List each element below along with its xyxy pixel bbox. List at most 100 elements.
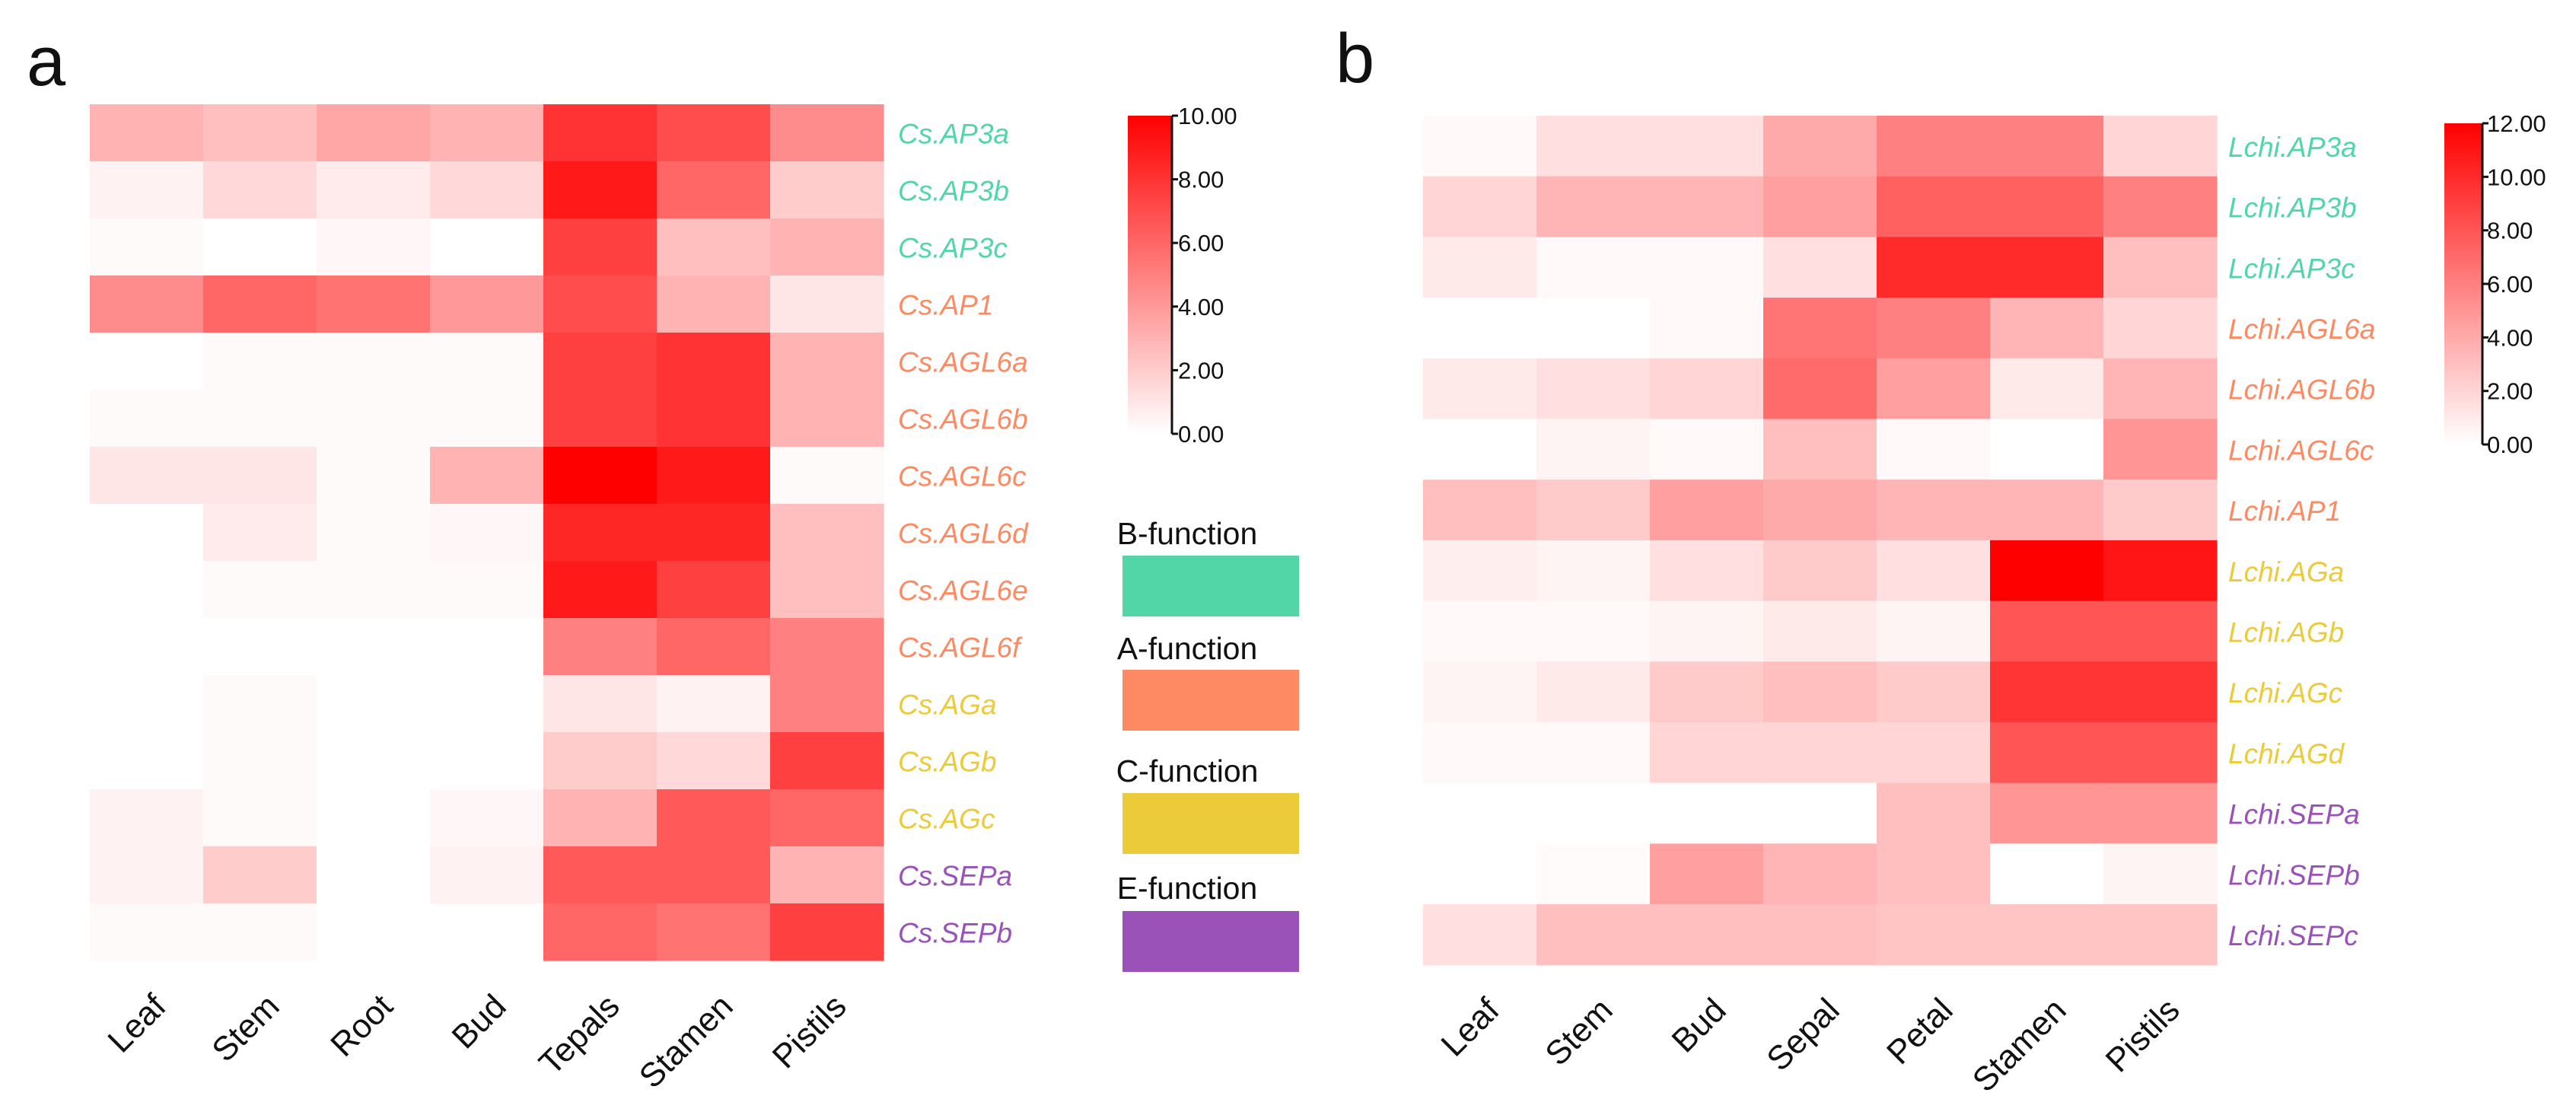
heatmap-cell-lchi-agd-pistils: [2103, 722, 2218, 784]
panel-b-colorbar-tick-label: 4.00: [2487, 324, 2533, 351]
heatmap-cell-cs-sepa-stem: [203, 846, 317, 904]
heatmap-cell-cs-agl6c-stamen: [657, 447, 771, 505]
heatmap-cell-cs-ap3b-bud: [430, 161, 544, 219]
heatmap-cell-lchi-aga-stem: [1536, 540, 1651, 602]
heatmap-cell-lchi-sepc-leaf: [1423, 904, 1537, 966]
heatmap-cell-cs-agl6a-bud: [430, 333, 544, 390]
heatmap-cell-cs-agb-tepals: [543, 732, 658, 790]
heatmap-cell-cs-agl6f-stem: [203, 618, 317, 676]
heatmap-cell-lchi-agl6a-petal: [1877, 298, 1991, 359]
heatmap-cell-cs-sepb-root: [317, 903, 431, 961]
heatmap-cell-lchi-agl6c-petal: [1877, 419, 1991, 480]
heatmap-cell-cs-sepb-stamen: [657, 903, 771, 961]
heatmap-cell-cs-agl6b-tepals: [543, 390, 658, 448]
row-label-cs-ap1: Cs.AP1: [898, 290, 993, 321]
heatmap-cell-cs-agl6b-pistils: [770, 390, 884, 448]
heatmap-cell-lchi-ap3a-leaf: [1423, 116, 1537, 177]
heatmap-cell-cs-agb-stamen: [657, 732, 771, 790]
heatmap-cell-lchi-agb-pistils: [2103, 601, 2218, 662]
heatmap-cell-cs-ap1-pistils: [770, 276, 884, 333]
heatmap-cell-lchi-agl6b-leaf: [1423, 358, 1537, 420]
row-label-lchi-sepc: Lchi.SEPc: [2228, 920, 2358, 951]
heatmap-cell-cs-sepb-bud: [430, 903, 544, 961]
row-label-cs-agc: Cs.AGc: [898, 804, 995, 835]
heatmap-cell-lchi-ap1-leaf: [1423, 479, 1537, 541]
heatmap-cell-lchi-agb-petal: [1877, 601, 1991, 662]
heatmap-cell-cs-agl6f-root: [317, 618, 431, 676]
heatmap-cell-lchi-ap3c-leaf: [1423, 237, 1537, 298]
row-label-cs-ap3b: Cs.AP3b: [898, 176, 1009, 207]
heatmap-cell-cs-agl6e-leaf: [90, 561, 204, 619]
heatmap-cell-lchi-ap3c-stem: [1536, 237, 1651, 298]
heatmap-cell-cs-agl6a-pistils: [770, 333, 884, 390]
heatmap-cell-cs-sepa-pistils: [770, 846, 884, 904]
heatmap-cell-lchi-ap1-petal: [1877, 479, 1991, 541]
legend-swatch-b-function: [1122, 556, 1299, 616]
heatmap-cell-lchi-agl6b-stem: [1536, 358, 1651, 420]
heatmap-cell-lchi-agc-pistils: [2103, 661, 2218, 723]
heatmap-cell-lchi-sepa-bud: [1650, 782, 1764, 844]
heatmap-cell-cs-sepb-stem: [203, 903, 317, 961]
heatmap-cell-cs-agl6c-root: [317, 447, 431, 505]
heatmap-cell-lchi-aga-petal: [1877, 540, 1991, 602]
heatmap-cell-cs-agl6d-leaf: [90, 504, 204, 562]
heatmap-cell-cs-ap1-stamen: [657, 276, 771, 333]
heatmap-cell-lchi-sepa-sepal: [1763, 782, 1877, 844]
heatmap-cell-cs-agl6c-bud: [430, 447, 544, 505]
heatmap-cell-lchi-agl6b-stamen: [1990, 358, 2104, 420]
panel-a-label: a: [27, 23, 66, 100]
legend-swatch-e-function: [1122, 911, 1299, 972]
heatmap-cell-lchi-sepb-petal: [1877, 843, 1991, 905]
heatmap-cell-cs-ap3b-stem: [203, 161, 317, 219]
heatmap-cell-cs-agc-root: [317, 789, 431, 847]
heatmap-cell-cs-ap3b-pistils: [770, 161, 884, 219]
heatmap-cell-lchi-agl6c-stamen: [1990, 419, 2104, 480]
heatmap-cell-cs-sepa-leaf: [90, 846, 204, 904]
row-label-cs-aga: Cs.AGa: [898, 690, 997, 721]
heatmap-cell-cs-ap3a-root: [317, 104, 431, 162]
heatmap-cell-cs-agc-pistils: [770, 789, 884, 847]
row-label-lchi-ap1: Lchi.AP1: [2228, 495, 2341, 527]
heatmap-cell-cs-agb-leaf: [90, 732, 204, 790]
row-label-lchi-ap3a: Lchi.AP3a: [2228, 132, 2357, 163]
heatmap-cell-cs-agl6c-tepals: [543, 447, 658, 505]
heatmap-cell-lchi-agl6b-petal: [1877, 358, 1991, 420]
panel-b-colorbar-tick-label: 10.00: [2487, 164, 2546, 190]
heatmap-cell-lchi-agl6a-bud: [1650, 298, 1764, 359]
heatmap-panel-b: b Lchi.AP3a Lchi.AP3b Lchi.AP3c Lchi.AGL6a Lc…: [1336, 20, 2546, 1099]
heatmap-cell-cs-ap3b-stamen: [657, 161, 771, 219]
heatmap-cell-cs-agb-root: [317, 732, 431, 790]
heatmap-cell-cs-aga-bud: [430, 675, 544, 733]
panel-a-colorbar-tick-label: 8.00: [1178, 167, 1224, 193]
heatmap-cell-cs-aga-leaf: [90, 675, 204, 733]
panel-a-colorbar-tick-label: 10.00: [1178, 103, 1237, 129]
heatmap-cell-cs-agl6a-leaf: [90, 333, 204, 390]
heatmap-cell-lchi-sepb-stamen: [1990, 843, 2104, 905]
panel-a-colorbar-tick-label: 2.00: [1178, 357, 1224, 384]
heatmap-cell-lchi-sepc-stamen: [1990, 904, 2104, 966]
heatmap-cell-lchi-agc-bud: [1650, 661, 1764, 723]
heatmap-cell-cs-agl6a-stem: [203, 333, 317, 390]
heatmap-cell-lchi-aga-leaf: [1423, 540, 1537, 602]
heatmap-cell-lchi-ap3a-sepal: [1763, 116, 1877, 177]
heatmap-cell-cs-ap3c-pistils: [770, 218, 884, 276]
heatmap-cell-lchi-agl6c-leaf: [1423, 419, 1537, 480]
heatmap-cell-cs-agl6e-stem: [203, 561, 317, 619]
heatmap-cell-cs-ap1-stem: [203, 276, 317, 333]
heatmap-cell-cs-ap3a-bud: [430, 104, 544, 162]
heatmap-cell-cs-ap3c-stem: [203, 218, 317, 276]
heatmap-cell-cs-ap3a-stamen: [657, 104, 771, 162]
heatmap-cell-cs-sepb-leaf: [90, 903, 204, 961]
heatmap-cell-lchi-sepa-stem: [1536, 782, 1651, 844]
row-label-cs-agb: Cs.AGb: [898, 747, 997, 778]
row-label-cs-agl6f: Cs.AGL6f: [898, 632, 1023, 664]
heatmap-cell-cs-ap3b-root: [317, 161, 431, 219]
row-label-lchi-ap3c: Lchi.AP3c: [2228, 253, 2355, 284]
heatmap-cell-lchi-agd-petal: [1877, 722, 1991, 784]
heatmap-cell-cs-aga-root: [317, 675, 431, 733]
legend-label-e-function: E-function: [1117, 871, 1258, 906]
heatmap-cell-lchi-agl6b-pistils: [2103, 358, 2218, 420]
heatmap-cell-cs-aga-stamen: [657, 675, 771, 733]
row-label-lchi-sepa: Lchi.SEPa: [2228, 799, 2360, 830]
